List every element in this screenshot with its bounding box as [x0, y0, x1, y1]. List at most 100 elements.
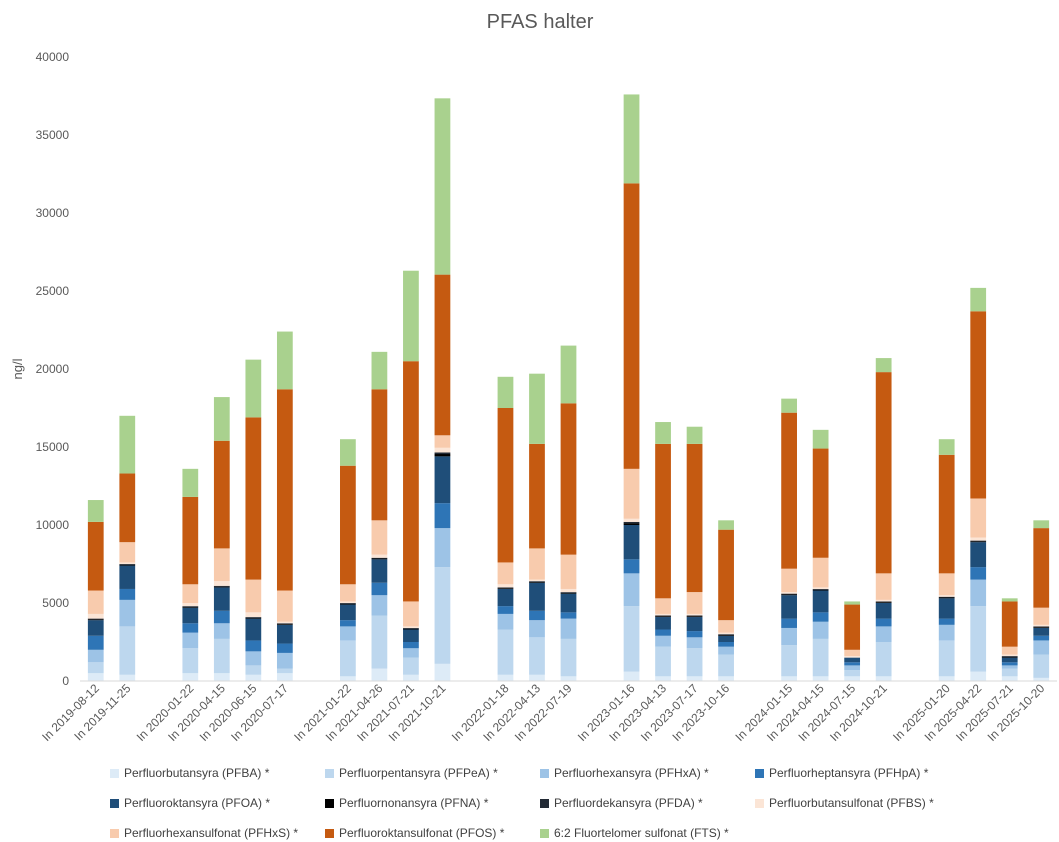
- bar-segment: [245, 640, 262, 652]
- legend-item: 6:2 Fluortelomer sulfonat (FTS) *: [540, 826, 729, 840]
- bar-segment: [119, 674, 136, 681]
- bar-segment: [655, 443, 671, 599]
- bar-segment: [213, 610, 230, 624]
- bar-segment: [655, 615, 671, 617]
- bar-segment: [686, 592, 703, 614]
- bar-segment: [371, 668, 388, 681]
- legend-label: Perfluorheptansyra (PFHpA) *: [769, 766, 929, 780]
- bar-segment: [1001, 662, 1018, 666]
- bar-segment: [245, 359, 262, 418]
- bar-segment: [276, 673, 293, 681]
- bar-segment: [87, 673, 104, 681]
- bar-segment: [844, 665, 861, 671]
- bar-segment: [182, 607, 199, 624]
- bar-segment: [529, 548, 545, 580]
- bar-segment: [938, 454, 955, 574]
- bar-segment: [403, 626, 419, 628]
- bar-segment: [875, 676, 892, 681]
- bar-segment: [1001, 676, 1018, 681]
- bar-segment: [434, 435, 451, 448]
- bar-segment: [87, 649, 104, 663]
- legend-label: Perfluorhexansyra (PFHxA) *: [554, 766, 709, 780]
- bar-segment: [182, 606, 199, 607]
- bar-segment: [718, 520, 734, 530]
- bar-segment: [844, 656, 861, 658]
- bar-segment: [623, 606, 640, 672]
- bar-segment: [87, 500, 104, 522]
- bar-segment: [1033, 528, 1050, 608]
- bar-segment: [781, 595, 797, 619]
- bar-segment: [1033, 624, 1050, 627]
- legend-label: Perfluoroktansulfonat (PFOS) *: [339, 826, 505, 840]
- bar-segment: [245, 417, 262, 580]
- bar-segment: [718, 642, 734, 647]
- bar-segment: [1001, 646, 1018, 655]
- bar-segment: [434, 274, 451, 436]
- bar-segment: [938, 573, 955, 596]
- bar-segment: [434, 503, 451, 529]
- bar-segment: [213, 548, 230, 582]
- bar-segment: [340, 676, 356, 681]
- bar-segment: [434, 98, 451, 275]
- bar-segment: [812, 589, 829, 591]
- bar-segment: [844, 670, 861, 677]
- bar-segment: [119, 626, 136, 675]
- bar-segment: [434, 447, 451, 453]
- bar-segment: [718, 620, 734, 633]
- legend-item: Perfluorhexansyra (PFHxA) *: [540, 766, 709, 780]
- bar-segment: [560, 345, 577, 404]
- bar-segment: [371, 559, 388, 583]
- bar-segment: [497, 376, 514, 408]
- bar-segment: [1001, 598, 1018, 602]
- legend-label: Perfluorhexansulfonat (PFHxS) *: [124, 826, 299, 840]
- y-tick-label: 15000: [36, 440, 70, 454]
- y-tick-label: 40000: [36, 50, 70, 64]
- bar-segment: [938, 640, 955, 677]
- bar-segment: [560, 592, 577, 594]
- bar-segment: [245, 617, 262, 618]
- bar-segment: [119, 588, 136, 600]
- y-axis-label: ng/l: [10, 358, 25, 379]
- bar-segment: [560, 618, 577, 639]
- legend-swatch: [110, 798, 119, 808]
- bar-segment: [434, 528, 451, 568]
- bar-segment: [686, 631, 703, 638]
- bar-segment: [497, 587, 514, 589]
- bar-segment: [403, 629, 419, 642]
- bar-segment: [938, 596, 955, 598]
- legend-swatch: [755, 798, 764, 808]
- bar-segment: [781, 645, 797, 677]
- bar-segment: [655, 613, 671, 616]
- bar-segment: [938, 597, 955, 599]
- bar-segment: [812, 557, 829, 588]
- bar-segment: [875, 602, 892, 603]
- y-tick-label: 0: [62, 674, 69, 688]
- bar-segment: [812, 588, 829, 590]
- bar-segment: [655, 646, 671, 677]
- bar-segment: [560, 593, 577, 613]
- bar-segment: [875, 358, 892, 373]
- bar-segment: [497, 606, 514, 614]
- bar-segment: [970, 541, 987, 543]
- bar-segment: [119, 599, 136, 627]
- bar-segment: [623, 671, 640, 681]
- bar-segment: [119, 415, 136, 474]
- bar-segment: [497, 629, 514, 675]
- bar-segment: [529, 581, 545, 583]
- legend-item: Perfluoroktansyra (PFOA) *: [110, 796, 270, 810]
- bar-segment: [718, 646, 734, 655]
- bar-segment: [403, 657, 419, 675]
- bar-segment: [718, 635, 734, 642]
- bar-segment: [403, 601, 419, 627]
- bar-segment: [182, 623, 199, 633]
- bar-segment: [276, 643, 293, 653]
- bar-segment: [718, 632, 734, 635]
- bar-segment: [812, 612, 829, 622]
- bar-segment: [970, 671, 987, 681]
- bar-segment: [529, 373, 545, 444]
- bar-segment: [213, 440, 230, 549]
- bar-segment: [560, 554, 577, 589]
- bar-segment: [970, 311, 987, 499]
- bar-segment: [781, 593, 797, 595]
- bar-segment: [875, 626, 892, 642]
